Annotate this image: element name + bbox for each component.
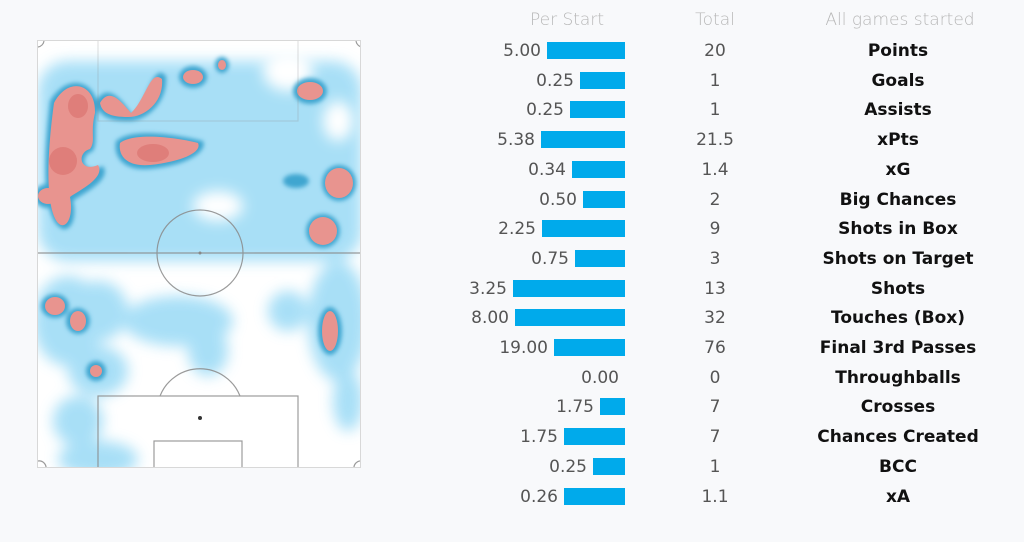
total-value: 1 — [709, 70, 721, 91]
stat-row: 0.34 1.4 xG — [480, 159, 1024, 188]
stat-label: Chances Created — [817, 427, 979, 448]
per-start-bar — [564, 487, 625, 505]
stat-row: 8.00 32 Touches (Box) — [471, 307, 1024, 336]
total-value: 32 — [704, 308, 726, 329]
per-start-bar — [513, 279, 625, 297]
per-start-value: 0.25 — [549, 456, 587, 477]
total-value: 7 — [709, 397, 721, 418]
header-total: Total — [695, 10, 735, 30]
per-start-bar — [570, 101, 625, 119]
per-start-bar — [580, 71, 625, 89]
total-value: 9 — [709, 219, 721, 240]
total-value: 7 — [709, 427, 721, 448]
heat-gap-layer — [193, 51, 353, 221]
per-start-value: 5.00 — [503, 41, 541, 61]
stat-label: xG — [885, 159, 911, 180]
stat-label: BCC — [879, 456, 917, 477]
stat-row: 1.75 7 Crosses — [480, 396, 1024, 425]
stat-label: Goals — [871, 70, 925, 91]
per-start-value: 0.34 — [528, 159, 566, 180]
stat-label: Shots in Box — [838, 219, 958, 240]
per-start-value: 0.25 — [526, 100, 564, 121]
total-value: 0 — [709, 367, 721, 388]
per-start-value: 2.25 — [498, 219, 536, 240]
per-start-bar — [542, 220, 625, 238]
stat-label: xA — [885, 486, 911, 507]
total-value: 1.4 — [701, 159, 729, 180]
per-start-bar — [541, 131, 625, 149]
stat-label: Shots — [870, 278, 926, 299]
stat-row: 0.25 1 Assists — [480, 99, 1024, 128]
heat-peak-layer — [49, 94, 169, 175]
stat-row: 1.75 7 Chances Created — [480, 426, 1024, 455]
stat-label: Big Chances — [839, 189, 957, 210]
stat-row: 0.26 1.1 xA — [480, 486, 1024, 515]
per-start-value: 0.25 — [536, 70, 574, 91]
total-value: 3 — [709, 248, 721, 269]
total-value: 1.1 — [701, 486, 729, 507]
per-start-value: 5.38 — [497, 130, 535, 151]
stat-label: xPts — [877, 130, 919, 151]
per-start-bar — [554, 339, 625, 356]
per-start-bar — [593, 457, 625, 475]
per-start-value: 19.00 — [499, 338, 548, 358]
stat-row: 3.25 13 Shots — [469, 278, 1024, 307]
per-start-value: 0.00 — [581, 367, 619, 388]
stat-row: 19.00 76 Final 3rd Passes — [480, 337, 1024, 366]
stat-label: Assists — [864, 100, 932, 121]
stat-row: 0.00 0 Throughballs — [480, 367, 1024, 396]
heatmap-svg — [38, 41, 360, 467]
stat-row: 0.75 3 Shots on Target — [480, 248, 1024, 277]
stat-label: Touches (Box) — [830, 308, 965, 329]
stat-label: Shots on Target — [822, 248, 974, 269]
per-start-bar — [575, 249, 625, 267]
stat-label: Crosses — [860, 397, 936, 418]
per-start-bar — [572, 160, 625, 178]
per-start-value: 8.00 — [471, 308, 509, 329]
per-start-bar — [564, 428, 625, 446]
per-start-bar — [547, 42, 625, 59]
per-start-value: 3.25 — [469, 278, 507, 299]
total-value: 13 — [704, 278, 726, 299]
total-value: 21.5 — [696, 130, 734, 151]
per-start-bar — [583, 190, 625, 208]
per-start-bar — [515, 309, 625, 327]
stat-row: 5.38 21.5 xPts — [480, 129, 1024, 158]
stats-panel: Per Start Total All games started 5.00 20… — [469, 0, 1024, 542]
per-start-value: 0.50 — [539, 189, 577, 210]
total-value: 2 — [709, 189, 721, 210]
centre-spot — [198, 251, 202, 255]
total-value: 1 — [709, 456, 721, 477]
stat-label: Final 3rd Passes — [819, 338, 977, 358]
stat-row: 0.50 2 Big Chances — [480, 189, 1024, 218]
per-start-value: 1.75 — [556, 397, 594, 418]
stat-label: Points — [867, 41, 929, 61]
per-start-value: 1.75 — [520, 427, 558, 448]
penalty-spot — [198, 416, 202, 420]
stat-label: Throughballs — [835, 367, 961, 388]
total-value: 1 — [709, 100, 721, 121]
header-all-games-started: All games started — [825, 10, 975, 30]
header-per-start: Per Start — [529, 10, 604, 30]
stat-row: 2.25 9 Shots in Box — [480, 218, 1024, 247]
per-start-bar — [600, 398, 625, 416]
heatmap-pitch — [37, 40, 361, 468]
total-value: 76 — [704, 338, 726, 358]
total-value: 20 — [704, 41, 726, 61]
stat-row: 0.25 1 BCC — [480, 456, 1024, 485]
per-start-value: 0.75 — [531, 248, 569, 269]
per-start-value: 0.26 — [520, 486, 558, 507]
stat-row: 0.25 1 Goals — [480, 70, 1024, 99]
stat-row: 5.00 20 Points — [480, 40, 1024, 69]
